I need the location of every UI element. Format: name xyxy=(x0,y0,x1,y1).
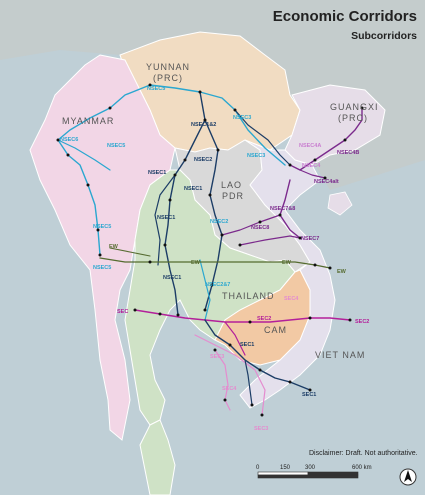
corridor-label-nsec1-c: NSEC1 xyxy=(157,215,175,221)
scale-tick-300: 300 xyxy=(305,465,316,471)
corridor-label-sec2-a: SEC2 xyxy=(257,316,271,322)
map-title: Economic Corridors xyxy=(272,8,417,25)
corridor-label-nsec4alt: NSEC4alt xyxy=(314,179,339,185)
corridor-label-nsec3-b: NSEC3 xyxy=(247,153,265,159)
corridor-label-nsec4a: NSEC4A xyxy=(299,143,321,149)
nsec6-line xyxy=(57,139,111,171)
hainan-island xyxy=(327,191,353,216)
scale-bar: 0 150 300 600 km xyxy=(256,465,372,479)
country-label-thailand: THAILAND xyxy=(222,291,275,301)
sec1-line xyxy=(204,319,311,391)
corridor-nodes xyxy=(56,83,364,417)
scale-tick-150: 150 xyxy=(280,465,291,471)
corridor-label-ew-d: EW xyxy=(337,269,347,275)
sec1-branch xyxy=(244,359,253,406)
country-label-cambodia: CAM xyxy=(264,325,287,335)
corridor-label-sec2-b: SEC2 xyxy=(355,319,369,325)
corridor-label-nsec1-2: NSEC1&2 xyxy=(191,122,216,128)
nsec8-line xyxy=(221,214,281,236)
corridor-label-nsec2-a: NSEC2 xyxy=(194,157,212,163)
sec2-line xyxy=(224,321,246,356)
corridor-label-nsec7-8: NSEC7&8 xyxy=(270,206,295,212)
nsec4-line xyxy=(289,107,363,171)
corridor-label-ew-c: EW xyxy=(282,260,292,266)
country-label-vietnam: VIET NAM xyxy=(315,350,365,360)
country-label-yunnan: YUNNAN xyxy=(146,62,190,72)
ew-line-upper xyxy=(109,247,151,257)
corridor-label-sec3-b: SEC3 xyxy=(254,426,268,432)
corridor-label-nsec5-w: NSEC5 xyxy=(93,265,111,271)
corridor-label-sec3-a: SEC3 xyxy=(210,354,224,360)
country-label-lao: LAO xyxy=(221,180,242,190)
country-label-lao-sub: PDR xyxy=(222,191,244,201)
nsec2-7-line xyxy=(199,259,211,321)
corridor-label-nsec6: NSEC6 xyxy=(60,137,78,143)
corridor-label-nsec3-a: NSEC3 xyxy=(233,115,251,121)
corridor-label-nsec1-a: NSEC1 xyxy=(148,170,166,176)
corridor-label-sec1-b: SEC1 xyxy=(302,392,316,398)
corridor-label-nsec1-b: NSEC1 xyxy=(184,186,202,192)
corridor-label-ew-b: EW xyxy=(191,260,201,266)
malay-peninsula xyxy=(139,419,176,495)
corridor-label-nsec5-top: NSEC5 xyxy=(147,86,165,92)
corridor-label-nsec5-mid: NSEC5 xyxy=(107,143,125,149)
corridor-label-nsec7: NSEC7 xyxy=(301,236,319,242)
country-label-guangxi-sub: (PRC) xyxy=(338,113,368,123)
corridor-label-sec4-b: SEC4 xyxy=(222,386,237,392)
corridor-label-sec4: SEC4 xyxy=(284,296,299,302)
corridor-label-nsec2-b: NSEC2 xyxy=(210,219,228,225)
guangxi-region xyxy=(284,84,386,166)
disclaimer-text: Disclaimer: Draft. Not authoritative. xyxy=(309,450,418,457)
country-label-guangxi: GUANGXI xyxy=(330,102,379,112)
sec4-line xyxy=(214,349,231,411)
corridor-label-nsec8: NSEC8 xyxy=(251,225,269,231)
country-label-yunnan-sub: (PRC) xyxy=(153,73,183,83)
corridor-label-sec-w: SEC xyxy=(117,309,128,315)
corridor-label-nsec1-d: NSEC1 xyxy=(163,275,181,281)
scale-tick-0: 0 xyxy=(256,465,260,471)
corridor-label-nsec4b: NSEC4B xyxy=(337,150,359,156)
thailand-region xyxy=(124,169,296,426)
nsec7-line xyxy=(239,235,301,246)
nsec4alt-line xyxy=(299,169,326,179)
corridor-label-sec1-a: SEC1 xyxy=(240,342,254,348)
title-box: Economic Corridors Subcorridors xyxy=(273,8,417,42)
corridor-label-nsec4: NSEC4 xyxy=(302,163,321,169)
corridor-label-nsec5-low: NSEC5 xyxy=(93,224,111,230)
nsec3-line xyxy=(234,109,291,166)
corridor-label-ew-a: EW xyxy=(109,244,119,250)
vietnam-region xyxy=(239,139,336,409)
corridor-label-nsec2-7: NSEC2&7 xyxy=(205,282,230,288)
nsec2-line xyxy=(204,119,223,311)
map-subtitle: Subcorridors xyxy=(351,30,417,42)
country-label-myanmar: MYANMAR xyxy=(62,116,114,126)
ew-line-main xyxy=(99,257,331,269)
north-arrow-icon xyxy=(399,468,417,486)
scale-tick-600: 600 km xyxy=(352,465,372,471)
nsec1-branch xyxy=(154,174,176,266)
